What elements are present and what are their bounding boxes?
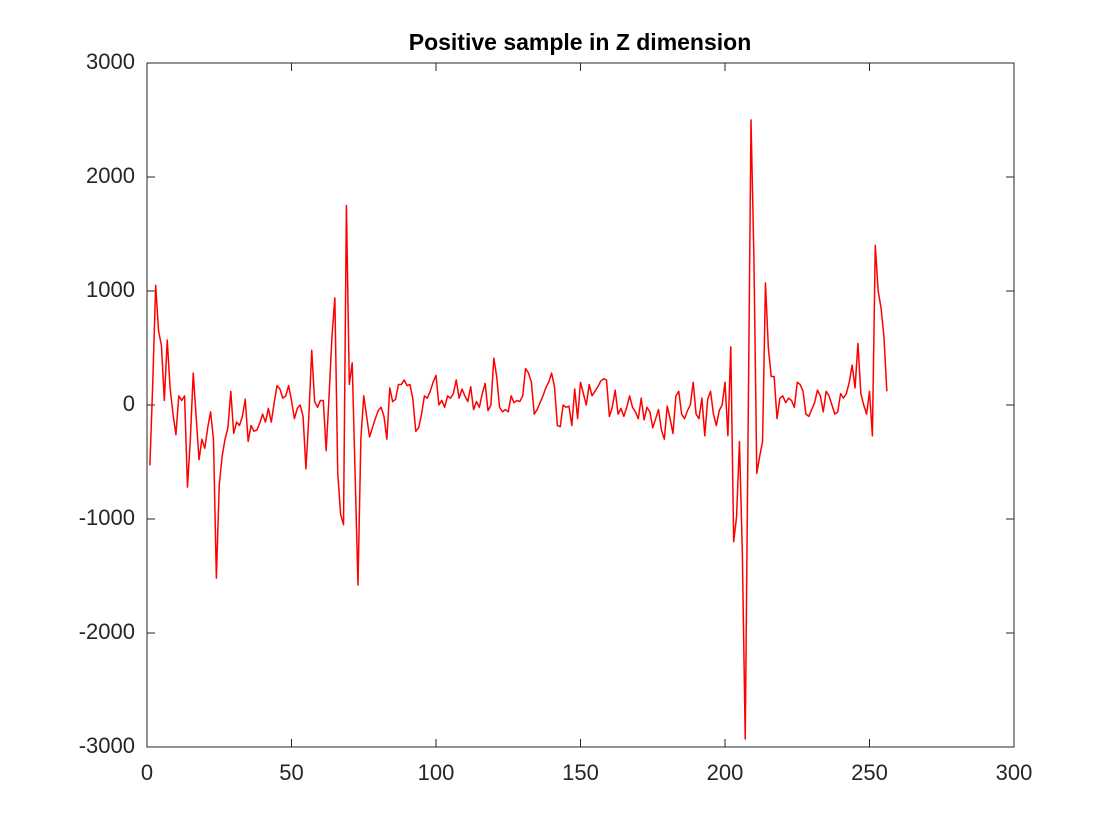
data-line [149,119,888,740]
x-tick-label: 100 [418,760,455,785]
x-tick-label: 300 [996,760,1033,785]
y-tick-label: -3000 [79,733,135,758]
y-tick-label: 2000 [86,163,135,188]
y-tick-label: 0 [123,391,135,416]
y-tick-label: 1000 [86,277,135,302]
chart-title: Positive sample in Z dimension [409,29,752,55]
y-tick-label: -2000 [79,619,135,644]
y-tick-label: 3000 [86,49,135,74]
x-tick-label: 0 [141,760,153,785]
y-tick-label: -1000 [79,505,135,530]
x-tick-label: 200 [707,760,744,785]
x-tick-label: 50 [279,760,303,785]
x-tick-label: 150 [562,760,599,785]
x-tick-label: 250 [851,760,888,785]
